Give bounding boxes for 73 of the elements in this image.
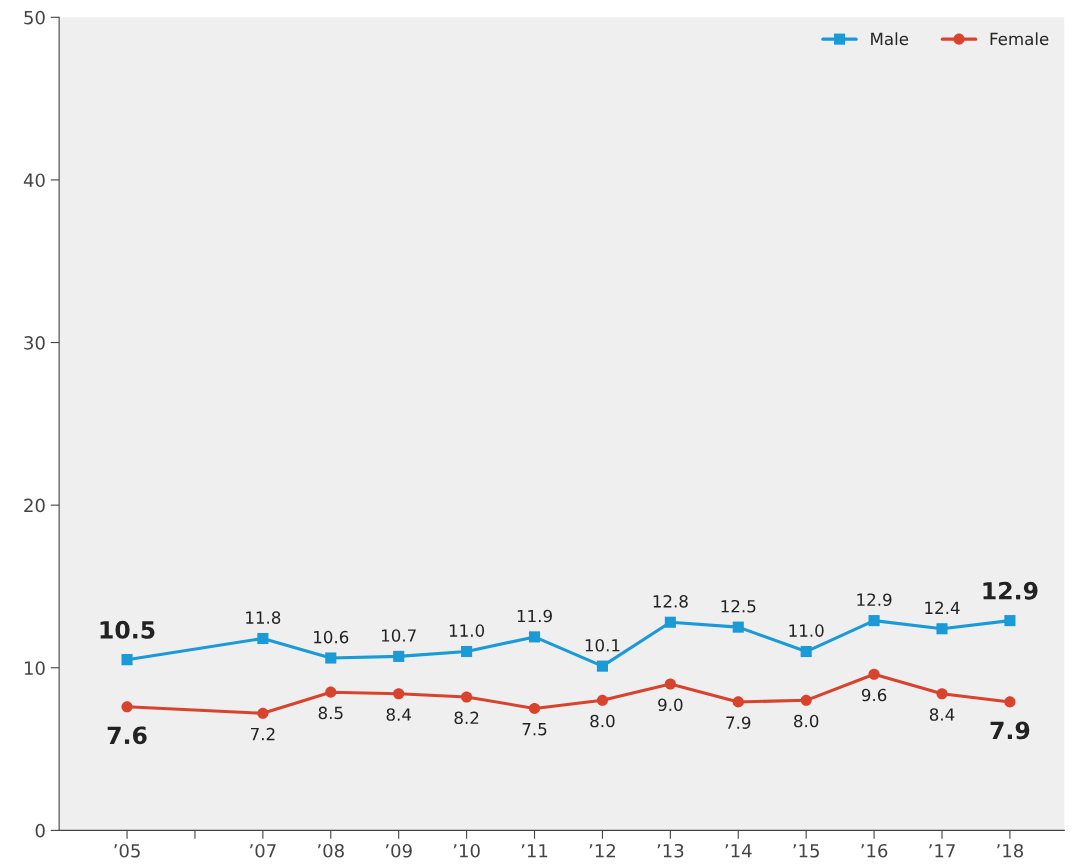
point [732, 696, 744, 708]
x-tick-label: ’10 [453, 843, 480, 858]
data-label: 12.8 [653, 595, 688, 608]
data-label: 10.1 [585, 638, 620, 652]
point [868, 668, 880, 680]
data-label: 8.5 [318, 706, 343, 720]
x-tick-label: ’12 [589, 843, 615, 858]
x-tick-label: ’16 [861, 843, 888, 858]
data-label: 11.9 [517, 609, 552, 623]
data-label: 7.9 [990, 721, 1030, 740]
point [800, 645, 812, 658]
data-label: 11.0 [789, 624, 824, 637]
point [121, 701, 133, 713]
data-label: 10.6 [314, 630, 349, 644]
legend-label: Female [990, 32, 1049, 46]
data-label: 12.4 [925, 601, 960, 614]
x-tick-label: ’13 [657, 843, 684, 858]
point [325, 652, 337, 664]
data-label: 8.2 [454, 711, 479, 725]
data-label: 10.5 [100, 620, 155, 639]
data-label: 8.4 [929, 708, 955, 721]
point [393, 650, 405, 662]
point [257, 707, 269, 719]
data-label: 7.6 [107, 726, 147, 745]
point [325, 686, 337, 698]
y-tick-label: 0 [35, 823, 45, 838]
legend-label: Male [871, 32, 909, 46]
y-tick-label: 30 [24, 336, 45, 350]
data-label: 12.5 [721, 599, 756, 613]
data-label: 8.0 [794, 714, 819, 728]
data-label: 12.9 [857, 593, 892, 607]
point [528, 631, 541, 643]
point [664, 616, 676, 628]
point [936, 688, 948, 700]
x-tick-label: ’08 [317, 843, 344, 858]
x-tick-label: ’14 [725, 844, 752, 858]
point [1004, 696, 1016, 708]
point [596, 660, 608, 672]
x-tick-label: ’18 [997, 843, 1024, 858]
data-label: 11.0 [449, 624, 485, 637]
x-tick-label: ’15 [793, 844, 819, 858]
point [461, 691, 473, 703]
point [461, 645, 473, 658]
data-label: 8.0 [590, 714, 615, 728]
point [664, 678, 676, 690]
point [732, 621, 744, 633]
x-tick-label: ’09 [385, 843, 412, 858]
point [393, 688, 405, 700]
data-label: 7.5 [522, 723, 547, 736]
x-tick-label: ’05 [114, 843, 140, 858]
y-tick-label: 50 [24, 10, 45, 25]
x-tick-label: ’07 [250, 843, 276, 858]
point [1004, 615, 1016, 627]
y-tick-label: 20 [24, 498, 45, 513]
x-tick-label: ’17 [929, 844, 955, 858]
point [800, 694, 812, 706]
data-label: 9.0 [658, 698, 683, 712]
point [257, 632, 269, 645]
x-tick-label: ’11 [521, 844, 548, 858]
data-label: 9.6 [861, 688, 887, 702]
y-tick-label: 40 [23, 173, 45, 188]
point [868, 615, 880, 627]
data-label: 7.9 [726, 716, 751, 729]
data-label: 10.7 [381, 629, 416, 642]
point [596, 694, 608, 706]
data-label: 12.9 [983, 581, 1038, 600]
data-label: 7.2 [250, 727, 275, 741]
point [936, 623, 948, 635]
data-label: 8.4 [386, 708, 412, 721]
y-tick-label: 10 [24, 661, 45, 675]
point [528, 702, 541, 714]
data-label: 11.8 [246, 611, 281, 624]
point [121, 654, 133, 666]
